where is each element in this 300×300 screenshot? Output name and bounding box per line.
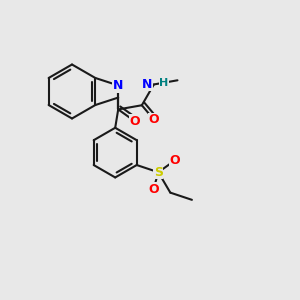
Text: N: N	[142, 78, 152, 91]
Text: H: H	[159, 78, 169, 88]
Text: O: O	[130, 115, 140, 128]
Text: O: O	[148, 182, 159, 196]
Text: O: O	[170, 154, 180, 167]
Text: N: N	[113, 79, 123, 92]
Text: S: S	[154, 166, 163, 179]
Text: O: O	[149, 113, 160, 127]
